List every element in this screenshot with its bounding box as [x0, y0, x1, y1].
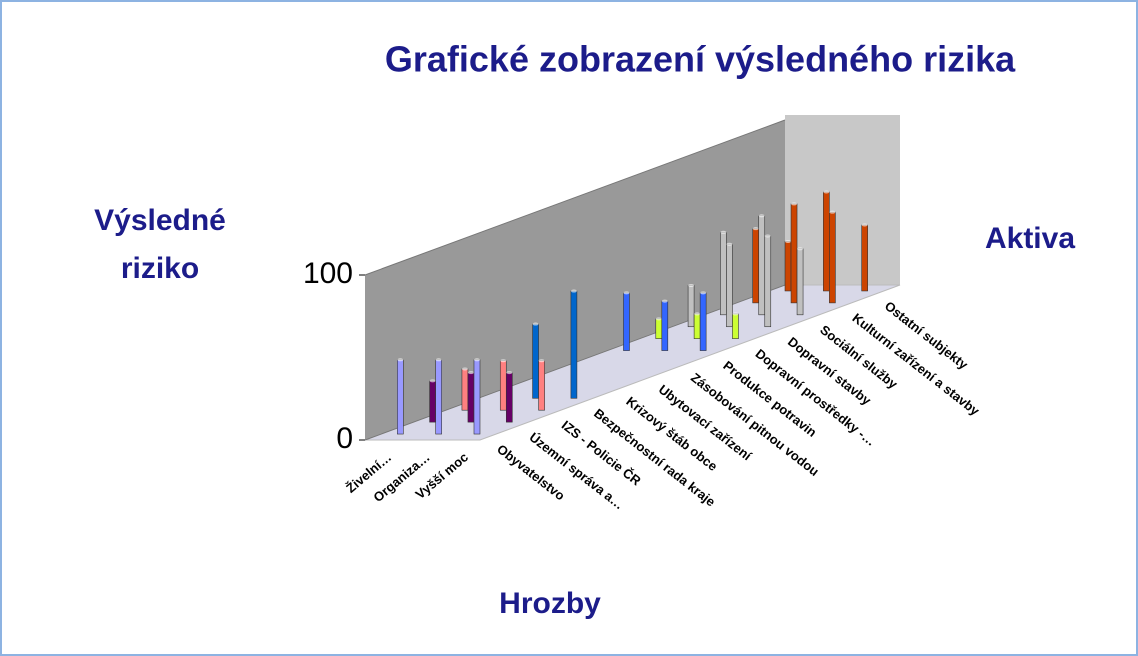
bar-top — [532, 322, 539, 326]
bar — [467, 372, 475, 423]
bar — [623, 292, 630, 351]
bar-top — [435, 358, 442, 362]
bar — [752, 228, 760, 304]
y-axis-label: riziko — [121, 252, 199, 285]
bar-top — [694, 312, 701, 316]
bar — [473, 359, 481, 435]
bar — [823, 191, 830, 292]
bar-top — [429, 379, 436, 383]
bar — [461, 368, 469, 411]
bar — [720, 232, 727, 316]
side-wall — [365, 120, 785, 440]
bar — [796, 248, 804, 316]
bar — [829, 211, 836, 304]
bar-top — [467, 371, 474, 375]
y-axis-label: Výsledné — [94, 204, 226, 237]
z-axis-label: Aktiva — [985, 222, 1075, 255]
bar-top — [570, 289, 577, 293]
bar — [532, 323, 539, 399]
bar-top — [623, 291, 630, 295]
bar — [758, 215, 766, 316]
bar-top — [720, 230, 727, 234]
bar — [397, 359, 404, 435]
bar-top — [473, 358, 480, 362]
bar — [784, 241, 792, 292]
bar — [661, 300, 669, 351]
x-axis-label: Hrozby — [499, 587, 601, 620]
bar — [499, 360, 507, 411]
bar — [726, 243, 733, 328]
bar-top — [655, 317, 662, 321]
bar-top — [829, 210, 836, 214]
bar — [570, 290, 578, 399]
bar-top — [661, 299, 668, 303]
bar-top — [500, 359, 507, 363]
bar-top — [538, 359, 545, 363]
bar-top — [752, 227, 759, 231]
back-wall — [785, 115, 900, 285]
y-tick-label: 100 — [303, 257, 353, 290]
bar-top — [397, 358, 404, 362]
bar-top — [861, 223, 868, 227]
bar — [505, 372, 513, 423]
bar — [693, 313, 701, 339]
bar-top — [732, 312, 739, 316]
bar — [732, 313, 739, 339]
bar-top — [823, 190, 830, 194]
bar — [699, 292, 707, 351]
bar — [790, 203, 798, 304]
bar — [429, 380, 436, 423]
bar-top — [797, 247, 804, 251]
bar-top — [785, 239, 792, 243]
bar — [435, 359, 442, 435]
grid-line — [364, 119, 786, 276]
y-tick-label: 0 — [336, 422, 353, 455]
bar — [687, 285, 695, 328]
bar-top — [791, 202, 798, 206]
bar-top — [758, 214, 765, 218]
chart-title: Grafické zobrazení výsledného rizika — [385, 39, 1016, 80]
bar-top — [764, 234, 771, 238]
bar — [538, 360, 545, 411]
bar-top — [461, 367, 468, 371]
bar — [861, 224, 868, 292]
bar-top — [726, 242, 733, 246]
bar-top — [506, 371, 513, 375]
bar — [655, 318, 663, 339]
bar — [764, 235, 772, 328]
bar-top — [688, 283, 695, 287]
bar-top — [700, 291, 707, 295]
